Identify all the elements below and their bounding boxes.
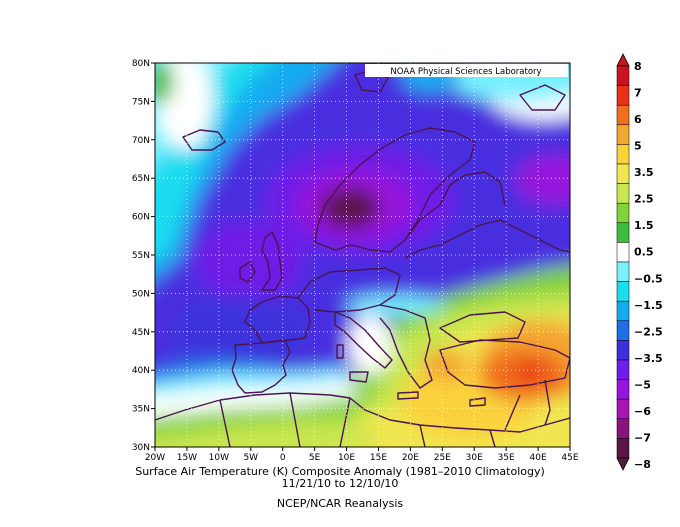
- colorbar-swatch: [616, 418, 630, 439]
- colorbar-swatch: [616, 163, 630, 184]
- lon-tick-label: 25E: [434, 453, 451, 463]
- colorbar-swatch: [616, 379, 630, 400]
- lon-tick-label: 15E: [370, 453, 387, 463]
- lon-tick-label: 5W: [243, 453, 258, 463]
- colorbar-top-arrow: [616, 53, 630, 67]
- coastlines: [155, 69, 570, 447]
- colorbar-label: 0.5: [634, 246, 654, 259]
- colorbar-swatch: [616, 183, 630, 204]
- colorbar-label: 6: [634, 113, 642, 126]
- colorbar-label: −0.5: [634, 272, 663, 285]
- lon-tick-label: 10E: [338, 453, 355, 463]
- colorbar-label: 8: [634, 60, 642, 73]
- lon-tick-label: 20W: [145, 453, 165, 463]
- colorbar-swatch: [616, 85, 630, 106]
- colorbar-label: 7: [634, 87, 642, 100]
- colorbar-swatch: [616, 340, 630, 361]
- colorbar-swatch: [616, 320, 630, 341]
- lat-tick-label: 50N: [132, 289, 150, 299]
- colorbar: 8 7 6 5 3.5 2.5 1.5 0.5 −0.5 −1.5 −2.5 −3.5 −5 −6 −7 −8: [616, 53, 663, 471]
- figure-caption-dates: 11/21/10 to 12/10/10: [281, 477, 399, 490]
- colorbar-label: −8: [634, 458, 651, 471]
- lon-tick-label: 20E: [402, 453, 419, 463]
- colorbar-label: 5: [634, 140, 642, 153]
- colorbar-swatch: [616, 242, 630, 263]
- temperature-anomaly-field: [155, 63, 570, 447]
- colorbar-label: −6: [634, 405, 651, 418]
- colorbar-swatch: [616, 222, 630, 243]
- lat-tick-label: 30N: [132, 443, 150, 453]
- colorbar-swatch: [616, 281, 630, 302]
- colorbar-swatch: [616, 124, 630, 145]
- lat-tick-label: 35N: [132, 405, 150, 415]
- colorbar-swatch: [616, 144, 630, 165]
- lon-tick-label: 10W: [209, 453, 229, 463]
- lat-tick-label: 70N: [132, 136, 150, 146]
- lon-tick-label: 45E: [561, 453, 578, 463]
- colorbar-swatch: [616, 359, 630, 380]
- lon-tick-label: 0: [280, 453, 286, 463]
- colorbar-swatch: [616, 65, 630, 86]
- colorbar-swatch: [616, 438, 630, 459]
- lat-tick-label: 65N: [132, 174, 150, 184]
- lon-tick-label: 5E: [309, 453, 321, 463]
- lon-tick-label: 15W: [177, 453, 197, 463]
- colorbar-bottom-arrow: [616, 457, 630, 471]
- lon-tick-label: 40E: [530, 453, 547, 463]
- lat-tick-label: 45N: [132, 328, 150, 338]
- lon-tick-label: 35E: [498, 453, 515, 463]
- colorbar-swatch: [616, 261, 630, 282]
- figure-caption-title: Surface Air Temperature (K) Composite An…: [135, 465, 545, 478]
- colorbar-label: −2.5: [634, 325, 663, 338]
- colorbar-swatch: [616, 398, 630, 420]
- credit-text: NOAA Physical Sciences Laboratory: [390, 67, 541, 77]
- colorbar-label: 1.5: [634, 219, 654, 232]
- colorbar-swatch: [616, 300, 630, 322]
- colorbar-swatch: [616, 104, 630, 126]
- colorbar-label: 3.5: [634, 166, 654, 179]
- colorbar-swatch: [616, 202, 630, 224]
- colorbar-label: −1.5: [634, 299, 663, 312]
- figure-caption-source: NCEP/NCAR Reanalysis: [276, 497, 404, 510]
- map-axes: 20W 15W 10W 5W 0 5E 10E 15E 20E 25E 30E 35E 40E 45E 30…: [132, 59, 579, 463]
- lat-tick-label: 60N: [132, 213, 150, 223]
- lat-tick-label: 80N: [132, 59, 150, 69]
- lat-lon-grid: [155, 63, 570, 447]
- lat-tick-label: 40N: [132, 366, 150, 376]
- colorbar-label: −7: [634, 431, 651, 444]
- colorbar-label: −3.5: [634, 352, 663, 365]
- colorbar-label: 2.5: [634, 193, 654, 206]
- colorbar-label: −5: [634, 378, 651, 391]
- lat-tick-label: 75N: [132, 97, 150, 107]
- lat-tick-label: 55N: [132, 251, 150, 261]
- lon-tick-label: 30E: [466, 453, 483, 463]
- credit-box: [365, 64, 568, 77]
